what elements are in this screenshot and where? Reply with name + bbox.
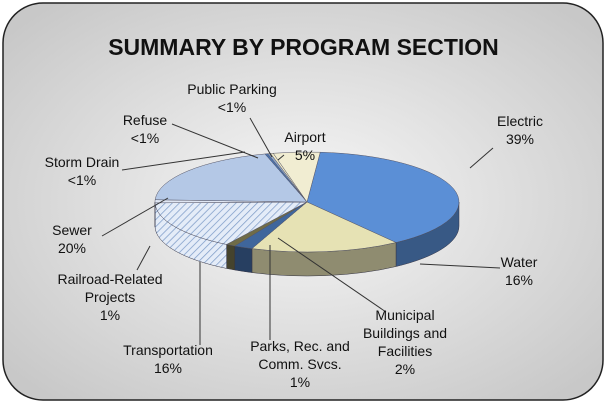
category-name: Electric [497, 113, 543, 129]
category-name: Transportation [123, 342, 213, 358]
pie [154, 151, 460, 277]
category-name: Municipal Buildings and Facilities [362, 307, 448, 359]
pie-wall [226, 244, 236, 271]
pie-slice [272, 151, 321, 203]
leader-line [121, 151, 246, 171]
pie-slice [306, 151, 460, 243]
category-name: Airport [284, 129, 326, 145]
pie-wall [234, 245, 253, 273]
value-label: 1% [99, 307, 121, 323]
slice-label: Storm Drain <1% [22, 153, 142, 189]
value-label: <1% [130, 130, 160, 146]
leader-line [277, 237, 387, 313]
slice-label: Refuse <1% [105, 111, 185, 147]
value-label: <1% [67, 172, 97, 188]
leader-line [277, 154, 285, 161]
slice-label: Public Parking <1% [172, 80, 292, 116]
leader-line [419, 263, 501, 269]
pie-slice [154, 201, 308, 245]
category-name: Parks, Rec. and Comm. Svcs. [250, 338, 350, 372]
slice-label: Sewer 20% [32, 221, 112, 257]
value-label: 5% [294, 147, 316, 163]
category-name: Sewer [52, 222, 92, 238]
category-name: Railroad-Related Projects [57, 271, 163, 305]
value-label: 1% [289, 374, 311, 390]
category-name: Water [500, 254, 538, 270]
slice-label: Airport 5% [265, 128, 345, 164]
leader-line [171, 123, 259, 159]
pie-slice [251, 201, 397, 253]
value-label: 2% [394, 361, 416, 377]
slice-label: Municipal Buildings and Facilities 2% [350, 306, 460, 378]
slice-label: Railroad-Related Projects 1% [50, 270, 170, 324]
value-label: 39% [505, 131, 535, 147]
leader-line [136, 245, 151, 271]
category-name: Storm Drain [44, 154, 120, 170]
slice-label: Parks, Rec. and Comm. Svcs. 1% [240, 337, 360, 391]
value-label: 16% [504, 272, 534, 288]
category-name: Refuse [122, 112, 168, 128]
chart-title: SUMMARY BY PROGRAM SECTION [108, 34, 499, 60]
leader-line [101, 197, 169, 237]
value-label: 20% [57, 240, 87, 256]
value-label: <1% [217, 99, 247, 115]
leader-line [249, 117, 273, 158]
value-label: 16% [153, 360, 183, 376]
slice-label: Water 16% [479, 253, 559, 289]
slice-label: Electric 39% [475, 112, 565, 148]
leader-line [469, 147, 494, 169]
leaders [101, 117, 501, 345]
slice-label: Transportation 16% [113, 341, 223, 377]
pie-slice [154, 153, 308, 203]
category-name: Public Parking [187, 81, 277, 97]
